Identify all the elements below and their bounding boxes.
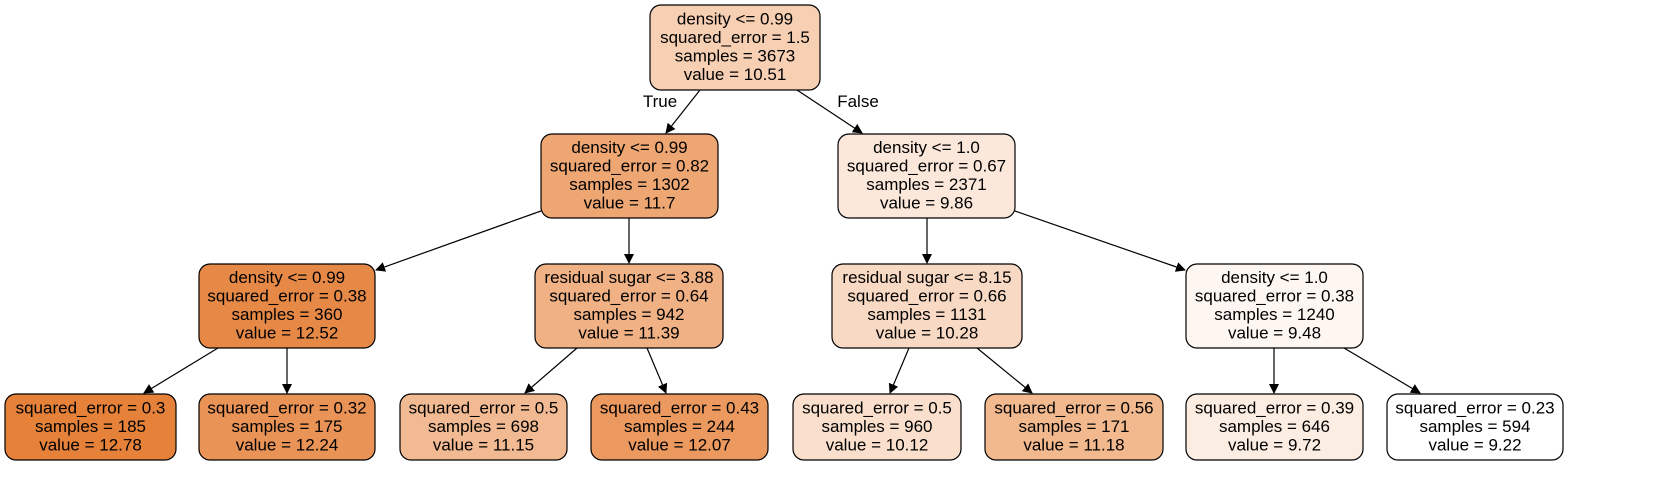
- node-samples-text: samples = 3673: [675, 47, 796, 66]
- node-samples-text: samples = 175: [231, 417, 342, 436]
- node-error-text: squared_error = 0.38: [1195, 287, 1354, 306]
- node-value-text: value = 12.52: [236, 324, 339, 343]
- node-error-text: squared_error = 0.5: [802, 398, 952, 417]
- edge-arrow-n8-n12: [1014, 210, 1186, 272]
- node-error-text: squared_error = 0.32: [207, 398, 366, 417]
- node-error-text: squared_error = 0.5: [409, 398, 559, 417]
- node-box: [534, 263, 724, 349]
- node-value-text: value = 11.15: [433, 435, 534, 454]
- node-value-text: value = 12.07: [628, 435, 731, 454]
- node-box: [792, 393, 962, 461]
- node-error-text: squared_error = 0.66: [847, 287, 1006, 306]
- node-value-text: value = 11.18: [1023, 435, 1124, 454]
- node-samples-text: samples = 1302: [569, 175, 690, 194]
- node-samples-text: samples = 960: [821, 417, 932, 436]
- edge-arrow-n0-n1: [665, 89, 701, 134]
- node-error-text: squared_error = 0.64: [549, 287, 708, 306]
- node-box: [984, 393, 1164, 461]
- node-value-text: value = 9.72: [1228, 435, 1321, 454]
- node-split-rule-text: density <= 1.0: [873, 138, 980, 157]
- node-box: [399, 393, 568, 461]
- edge-arrow-n9-n10: [888, 347, 910, 394]
- node-samples-text: samples = 646: [1219, 417, 1330, 436]
- node-error-text: squared_error = 0.38: [207, 287, 366, 306]
- node-error-text: squared_error = 0.82: [550, 157, 709, 176]
- node-samples-text: samples = 185: [35, 417, 146, 436]
- node-value-text: value = 12.24: [236, 435, 339, 454]
- edge-arrow-n9-n11: [976, 347, 1033, 394]
- node-box: [831, 263, 1023, 349]
- node-samples-text: samples = 2371: [866, 175, 987, 194]
- node-error-text: squared_error = 0.23: [1395, 398, 1554, 417]
- node-box: [649, 4, 821, 91]
- node-value-text: value = 9.86: [880, 194, 973, 213]
- node-samples-text: samples = 244: [624, 417, 735, 436]
- node-error-text: squared_error = 0.67: [847, 157, 1006, 176]
- node-box: [837, 133, 1016, 219]
- node-value-text: value = 10.28: [876, 324, 979, 343]
- node-samples-text: samples = 360: [231, 305, 342, 324]
- node-box: [540, 133, 719, 219]
- node-value-text: value = 10.12: [826, 435, 929, 454]
- node-error-text: squared_error = 0.56: [994, 398, 1153, 417]
- edge-label-true: True: [643, 92, 677, 111]
- edge-arrow-n5-n7: [646, 347, 668, 394]
- node-split-rule-text: density <= 1.0: [1221, 268, 1328, 287]
- edge-arrow-n2-n3: [143, 347, 219, 394]
- node-split-rule-text: residual sugar <= 3.88: [544, 268, 713, 287]
- node-box: [1386, 393, 1564, 461]
- node-error-text: squared_error = 1.5: [660, 28, 810, 47]
- node-error-text: squared_error = 0.43: [600, 398, 759, 417]
- edge-arrow-n1-n2: [375, 210, 542, 272]
- edge-arrow-n12-n14: [1343, 347, 1421, 394]
- node-split-rule-text: density <= 0.99: [229, 268, 345, 287]
- node-box: [4, 393, 177, 461]
- node-value-text: value = 11.39: [578, 324, 679, 343]
- node-samples-text: samples = 171: [1018, 417, 1129, 436]
- node-samples-text: samples = 942: [573, 305, 684, 324]
- node-samples-text: samples = 594: [1419, 417, 1530, 436]
- node-samples-text: samples = 698: [428, 417, 539, 436]
- node-error-text: squared_error = 0.3: [16, 398, 166, 417]
- node-split-rule-text: density <= 0.99: [571, 138, 687, 157]
- node-split-rule-text: residual sugar <= 8.15: [842, 268, 1011, 287]
- node-value-text: value = 11.7: [584, 194, 676, 213]
- node-samples-text: samples = 1240: [1214, 305, 1335, 324]
- node-box: [1185, 393, 1364, 461]
- node-value-text: value = 9.22: [1428, 435, 1521, 454]
- node-value-text: value = 9.48: [1228, 324, 1321, 343]
- node-value-text: value = 12.78: [39, 435, 142, 454]
- node-box: [590, 393, 769, 461]
- node-box: [198, 263, 376, 349]
- node-samples-text: samples = 1131: [867, 305, 986, 324]
- edge-arrow-n5-n6: [524, 347, 578, 394]
- node-box: [198, 393, 376, 461]
- node-error-text: squared_error = 0.39: [1195, 398, 1354, 417]
- node-split-rule-text: density <= 0.99: [677, 10, 793, 29]
- node-value-text: value = 10.51: [684, 65, 787, 84]
- edge-arrow-n0-n8: [796, 89, 863, 134]
- tree-edges: True False: [143, 89, 1421, 394]
- node-box: [1185, 263, 1364, 349]
- edge-label-false: False: [837, 92, 879, 111]
